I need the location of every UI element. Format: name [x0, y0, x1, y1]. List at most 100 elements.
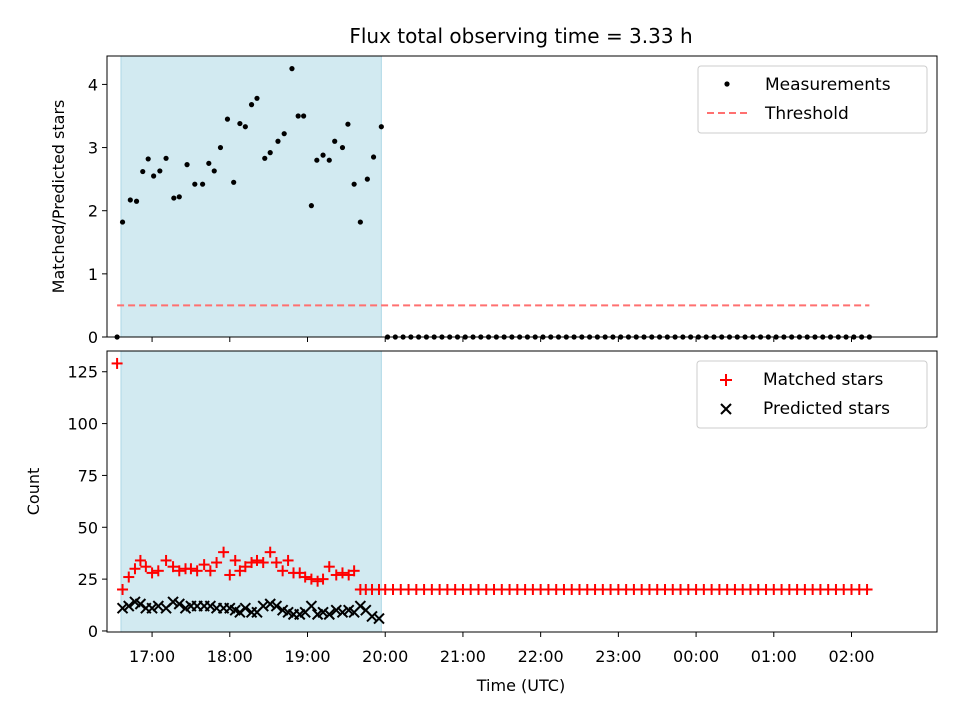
predicted-marker-stroke [342, 604, 355, 616]
predicted-marker-stroke [270, 600, 283, 612]
matched-marker [348, 565, 360, 577]
measurement-point [192, 181, 198, 187]
predicted-marker-stroke [366, 610, 378, 623]
matched-marker [211, 557, 223, 569]
bottom-panel: 0 25 50 75 100 125 17:00 18:00 19:00 20:00 21:00 2… [24, 350, 938, 695]
matched-marker [257, 557, 269, 569]
matched-marker [160, 554, 172, 566]
measurement-point [254, 95, 260, 101]
measurement-point [127, 197, 133, 203]
predicted-marker-stroke [360, 604, 372, 616]
matched-marker [129, 563, 141, 575]
measurement-point [211, 168, 217, 174]
bottom-axes-frame [106, 350, 938, 633]
matched-marker [305, 573, 317, 585]
matched-marker [312, 575, 324, 587]
bottom-y-tick-label: 75 [78, 466, 98, 485]
bottom-y-tick-label: 50 [78, 518, 98, 537]
top-observing-span [120, 55, 382, 338]
predicted-marker [330, 604, 342, 616]
predicted-marker-stroke [116, 602, 129, 614]
matched-marker [146, 567, 158, 579]
measurement-point [295, 113, 301, 119]
predicted-marker-stroke [129, 596, 141, 608]
matched-marker [239, 561, 251, 573]
bottom-legend-box [696, 360, 928, 429]
predicted-marker [146, 602, 158, 614]
predicted-marker-stroke [323, 608, 335, 621]
legend-measurements-marker [724, 81, 730, 87]
top-legend-box [697, 65, 928, 134]
x-tick-label: 23:00 [595, 647, 641, 666]
predicted-marker-stroke [317, 606, 329, 619]
measurement-point [275, 138, 281, 144]
measurement-point [351, 181, 357, 187]
matched-marker [134, 554, 146, 566]
matched-marker [185, 563, 197, 575]
predicted-marker-stroke [224, 602, 236, 614]
predicted-marker [116, 602, 129, 614]
predicted-marker [257, 600, 269, 612]
predicted-marker [204, 600, 217, 612]
measurement-point [281, 131, 287, 137]
x-axis-label: Time (UTC) [476, 676, 565, 695]
measurement-point [370, 154, 377, 160]
measurement-point [224, 116, 231, 122]
measurement-point [262, 155, 268, 161]
top-axes-frame [106, 55, 938, 338]
matched-marker [277, 565, 289, 577]
matched-marker [111, 357, 123, 369]
bottom-legend: Matched stars Predicted stars [696, 360, 928, 429]
x-tick-label: 17:00 [129, 647, 175, 666]
predicted-marker [305, 600, 318, 612]
predicted-marker [167, 596, 179, 608]
predicted-marker-stroke [239, 602, 252, 614]
top-y-axis: 0 1 2 3 4 [88, 75, 107, 347]
x-tick-label: 02:00 [828, 647, 874, 666]
x-tick-label: 00:00 [673, 647, 719, 666]
bottom-y-tick-label: 100 [67, 415, 98, 434]
matched-marker [861, 583, 873, 595]
matched-marker [173, 565, 185, 577]
measurement-point [163, 155, 169, 161]
legend-threshold-label: Threshold [764, 104, 849, 124]
matched-stars-series [111, 357, 873, 595]
measurement-point [199, 181, 206, 187]
top-y-tick-label: 2 [88, 202, 98, 221]
x-tick-label: 21:00 [440, 647, 486, 666]
bottom-y-axis: 0 25 50 75 100 125 [67, 363, 107, 641]
matched-marker [246, 557, 258, 569]
x-tick-label: 22:00 [518, 647, 564, 666]
measurement-point [217, 144, 224, 151]
predicted-marker-stroke [173, 598, 185, 610]
predicted-marker-stroke [229, 604, 241, 616]
top-panel: 0 1 2 3 4 Matched/Predicted stars Measuremen… [49, 55, 938, 347]
measurement-point [339, 144, 346, 151]
top-x-ticks [151, 337, 853, 342]
predicted-marker [317, 606, 329, 619]
bottom-y-tick-label: 25 [78, 570, 98, 589]
bottom-y-tick-label: 125 [67, 363, 98, 382]
predicted-marker [270, 600, 283, 612]
matched-marker [152, 565, 164, 577]
matched-marker [299, 571, 311, 583]
predicted-marker [264, 598, 276, 610]
matched-marker [264, 546, 276, 558]
top-y-tick-label: 1 [88, 265, 98, 284]
matched-marker [317, 573, 329, 585]
matched-marker [229, 554, 241, 566]
predicted-marker [336, 606, 349, 619]
top-y-tick-label: 3 [88, 139, 98, 158]
measurement-point [301, 113, 307, 119]
predicted-marker [173, 598, 185, 610]
matched-marker [251, 554, 263, 566]
x-tick-label: 19:00 [284, 647, 330, 666]
predicted-marker-stroke [123, 600, 135, 612]
measurement-point [151, 173, 157, 179]
matched-marker [218, 546, 230, 558]
measurement-point [119, 219, 126, 225]
measurement-point [176, 194, 182, 200]
measurement-point [140, 168, 146, 175]
matched-marker [270, 557, 282, 569]
predicted-marker [366, 610, 378, 623]
